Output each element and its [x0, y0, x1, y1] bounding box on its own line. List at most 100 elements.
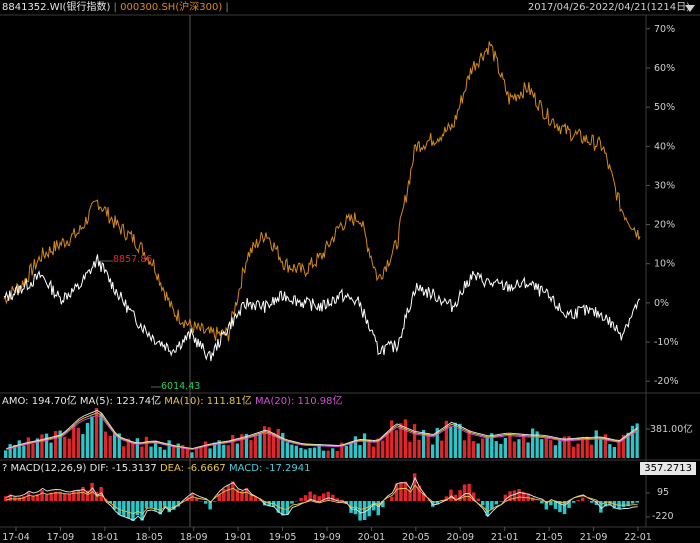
hs300-line	[3, 41, 641, 342]
dif-label: DIF: -15.3137	[89, 463, 157, 474]
amo-bar	[122, 446, 126, 458]
macd-bar	[235, 489, 240, 501]
amo-bar	[462, 440, 467, 458]
macd-bar	[608, 501, 612, 506]
macd-bar	[444, 496, 449, 501]
ma20-line	[6, 414, 638, 451]
amo-bar	[340, 442, 344, 458]
amo-bar	[322, 450, 326, 458]
amo-bar	[235, 443, 239, 458]
amo-bar	[208, 448, 212, 458]
macd-bar	[244, 488, 249, 501]
amo-bar	[140, 446, 144, 458]
amo-bar	[531, 428, 535, 458]
macd-bar	[453, 494, 458, 501]
y-tick-label: 50%	[654, 102, 675, 113]
macd-bar	[612, 501, 617, 509]
amo-bar	[381, 440, 385, 458]
amo-header: AMO: 194.70亿 MA(5): 123.74亿 MA(10): 111.…	[2, 395, 343, 409]
macd-bar	[394, 483, 399, 501]
amo-bar	[262, 426, 267, 458]
y-tick-label: 60%	[654, 63, 675, 74]
amo-bar	[635, 423, 639, 458]
high-annotation: 8857.86	[113, 254, 153, 265]
macd-bar	[172, 501, 176, 510]
amo-bar	[317, 444, 321, 458]
macd-bar	[399, 482, 403, 501]
macd-bar	[26, 492, 31, 501]
amo-bar	[163, 449, 167, 458]
macd-bar	[531, 497, 535, 501]
amo-bar	[8, 444, 12, 458]
amo-bar	[294, 445, 298, 458]
macd-bar	[35, 494, 40, 501]
date-range-label[interactable]: 2017/04/26-2022/04/21(1214日)	[527, 2, 690, 13]
amo-bar	[521, 433, 526, 458]
amo-bar	[44, 433, 49, 458]
hs300-label[interactable]: 000300.SH(沪深300)	[120, 2, 223, 13]
macd-bar	[131, 501, 135, 521]
amo-bar	[108, 436, 112, 458]
ma10-line	[6, 412, 638, 450]
macd-bar	[567, 501, 571, 508]
help-icon[interactable]: ?	[2, 463, 8, 474]
macd-y-tick-2: -220	[652, 511, 674, 522]
x-tick-label: 17-04	[2, 532, 30, 543]
macd-bar	[113, 501, 117, 510]
macd-header: ? MACD(12,26,9) DIF: -15.3137 DEA: -6.66…	[2, 462, 310, 476]
macd-bar	[222, 488, 226, 501]
x-tick-label: 19-01	[224, 532, 252, 543]
macd-bar	[540, 501, 544, 504]
amo-bar	[244, 434, 249, 458]
bank-index-label[interactable]: 8841352.WI(银行指数)	[2, 2, 111, 13]
y-tick-label: 30%	[654, 180, 675, 191]
amo-bar	[353, 436, 358, 458]
macd-bar	[149, 501, 153, 508]
macd-bar	[412, 473, 417, 501]
macd-bar	[167, 501, 171, 513]
macd-bar	[203, 501, 208, 504]
amo-bar	[512, 441, 517, 458]
amo-bar	[72, 424, 76, 458]
macd-bar	[485, 501, 489, 517]
macd-bar	[340, 499, 344, 501]
macd-bar	[376, 501, 380, 516]
macd-bar	[40, 490, 44, 501]
amo-bar	[54, 431, 58, 458]
x-tick-label: 20-01	[358, 532, 386, 543]
macd-bar	[331, 494, 335, 501]
amo-bar	[367, 440, 371, 458]
bank-index-line	[3, 254, 641, 362]
macd-bar	[299, 497, 303, 501]
macd-bar	[144, 501, 149, 509]
macd-bar	[54, 491, 58, 501]
macd-bar	[603, 501, 608, 507]
amo-bar	[303, 449, 308, 458]
amo-bar	[544, 436, 548, 458]
amo-bar	[231, 435, 235, 458]
macd-bar	[467, 483, 471, 501]
macd-bar	[549, 501, 553, 506]
amo-bar	[58, 430, 62, 458]
amo-bar	[22, 445, 26, 458]
macd-bar	[594, 501, 599, 505]
amo-bar	[571, 446, 576, 458]
macd-bar	[417, 485, 421, 501]
amo-bar	[435, 428, 439, 458]
amo-bar	[331, 448, 335, 458]
amo-bar	[349, 441, 353, 458]
amo-bar	[67, 438, 71, 458]
macd-bar	[512, 490, 517, 501]
macd-bar	[326, 491, 330, 501]
y-tick-label: 70%	[654, 24, 675, 35]
amo-bar	[408, 441, 412, 458]
amo-bar	[312, 447, 317, 458]
macd-bar	[553, 501, 558, 509]
macd-bar	[249, 494, 253, 501]
amo-bar	[213, 442, 217, 458]
macd-bar	[344, 501, 349, 504]
amo-bar	[508, 434, 512, 458]
amo-bar	[13, 445, 17, 458]
amo-bar	[485, 437, 489, 458]
